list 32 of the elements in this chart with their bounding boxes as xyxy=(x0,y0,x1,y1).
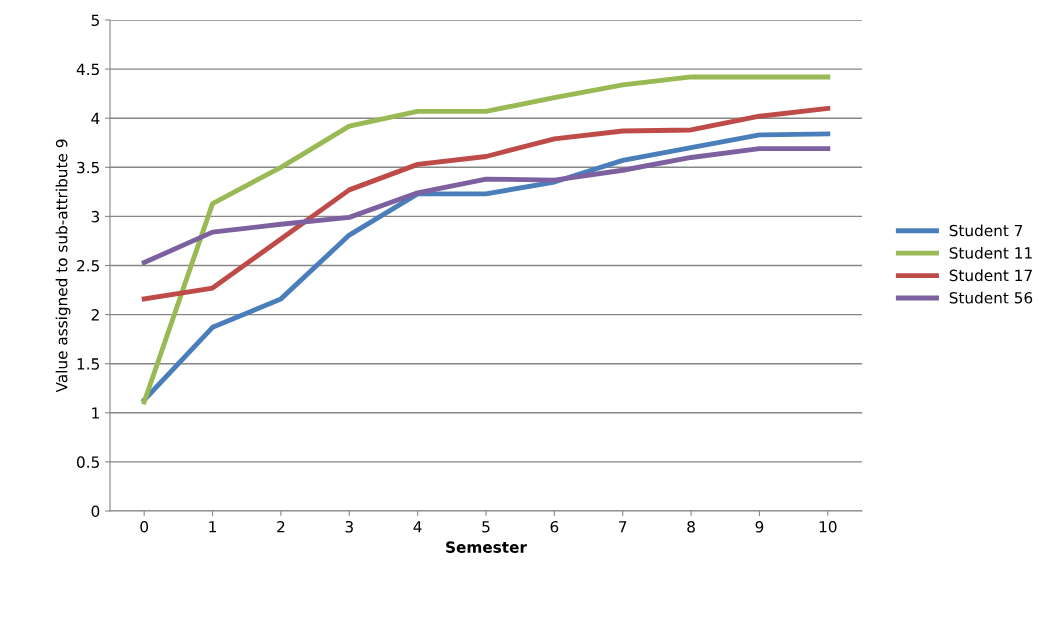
legend-label: Student 11 xyxy=(949,246,1032,259)
x-tick-label: 8 xyxy=(687,520,695,533)
x-tick-label: 1 xyxy=(209,521,216,533)
y-tick-label: 3.5 xyxy=(77,161,99,174)
y-tick-label: 1 xyxy=(92,407,99,419)
legend-label: Student 56 xyxy=(949,291,1033,304)
y-tick-label: 4 xyxy=(91,112,100,124)
y-tick-label: 0 xyxy=(91,505,100,518)
y-tick-label: 0.5 xyxy=(76,456,99,468)
x-tick-label: 5 xyxy=(482,521,490,533)
line-series xyxy=(141,74,831,405)
y-tick-label: 5 xyxy=(91,14,99,27)
y-axis-title: Value assigned to sub-attribute 9 xyxy=(55,139,71,393)
line-series xyxy=(141,105,831,302)
legend-label: Student 7 xyxy=(949,224,1023,237)
x-tick-label: 10 xyxy=(819,520,837,533)
y-tick-label: 2.5 xyxy=(77,259,99,272)
y-tick-label: 3 xyxy=(91,210,100,223)
y-tick-label: 1.5 xyxy=(77,358,99,370)
y-tick-label: 2 xyxy=(91,309,99,321)
y-tick-label: 4.5 xyxy=(76,63,99,76)
x-tick-label: 4 xyxy=(413,521,422,533)
x-axis-title: Semester xyxy=(446,541,527,553)
line-series xyxy=(141,131,831,403)
x-tick-label: 2 xyxy=(277,520,285,533)
line-series xyxy=(141,146,831,265)
x-tick-label: 0 xyxy=(140,520,149,533)
legend-label: Student 17 xyxy=(949,269,1032,282)
x-tick-label: 7 xyxy=(619,521,627,533)
x-tick-label: 6 xyxy=(550,520,559,533)
x-tick-label: 9 xyxy=(755,520,764,533)
x-tick-label: 3 xyxy=(345,520,353,533)
